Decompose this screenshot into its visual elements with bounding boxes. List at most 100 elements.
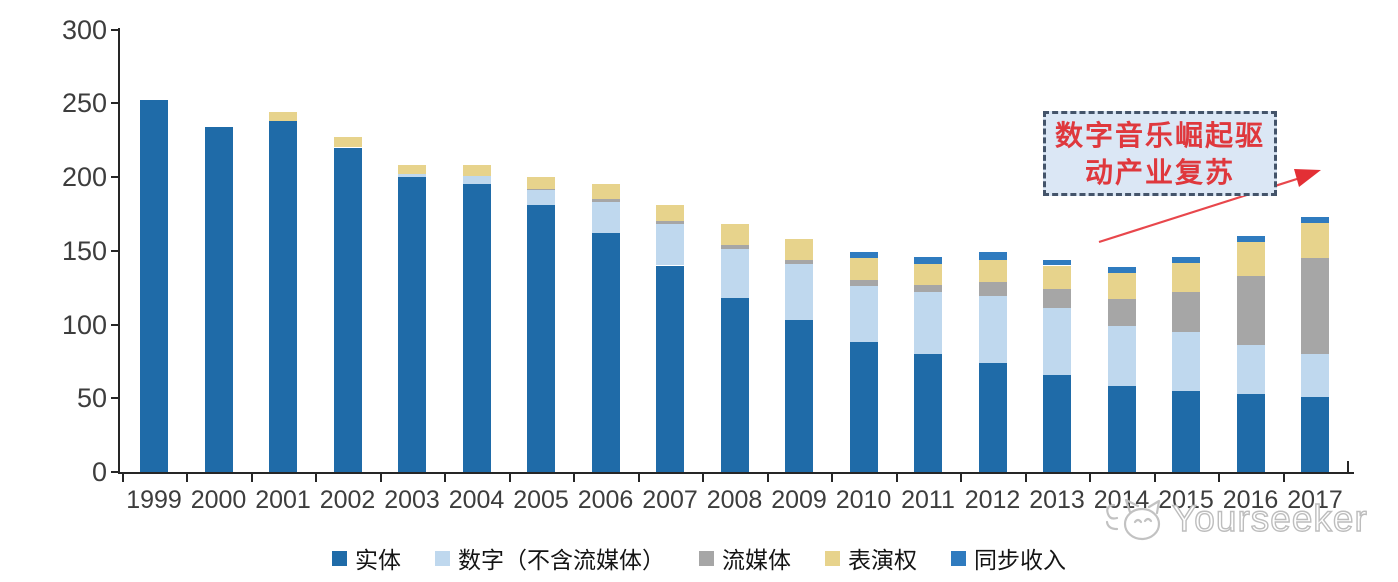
bar-segment	[1236, 241, 1265, 276]
x-tick	[702, 474, 705, 482]
bar-segment	[720, 244, 749, 250]
bar-segment	[527, 177, 555, 189]
bar-segment	[978, 281, 1007, 297]
bar-segment	[785, 238, 813, 260]
x-category-label: 2001	[255, 486, 311, 514]
bar-segment	[591, 184, 620, 200]
y-tick-label: 200	[61, 162, 107, 192]
legend-label: 数字（不含流媒体）	[458, 547, 665, 573]
bar-segment	[1301, 258, 1329, 354]
bar-segment	[333, 147, 362, 472]
legend-label: 实体	[355, 547, 401, 573]
bar-segment	[269, 112, 297, 121]
bar-segment	[1043, 259, 1071, 266]
bar-segment	[978, 362, 1007, 472]
legend-swatch-icon	[951, 550, 966, 566]
legend-swatch-icon	[699, 550, 714, 566]
bar-segment	[978, 259, 1007, 282]
x-tick	[637, 474, 640, 482]
bar-segment	[398, 177, 426, 472]
y-tick	[111, 471, 119, 473]
bar-segment	[1236, 275, 1265, 346]
bar-segment	[914, 292, 942, 354]
bar-segment	[462, 175, 491, 185]
bar-segment	[591, 233, 620, 472]
bar-segment	[1301, 354, 1329, 397]
x-tick	[315, 474, 318, 482]
x-category-label: 2009	[771, 486, 827, 514]
x-tick	[508, 474, 511, 482]
legend: 实体 数字（不含流媒体） 流媒体 表演权 同步收入	[0, 541, 1398, 575]
bar-segment	[1236, 393, 1265, 472]
bar-segment	[1172, 292, 1200, 332]
bar-segment	[914, 256, 942, 265]
y-tick-label: 250	[61, 88, 107, 119]
legend-item: 数字（不含流媒体）	[435, 541, 665, 575]
y-tick	[111, 102, 119, 105]
y-tick	[111, 323, 119, 326]
bar-segment	[978, 252, 1007, 260]
y-tick	[111, 28, 119, 31]
bar-segment	[462, 165, 491, 176]
bar-segment	[1043, 374, 1071, 472]
x-category-label: 2002	[319, 486, 376, 514]
x-category-label: 2015	[1158, 486, 1214, 514]
bar-segment	[1236, 236, 1265, 242]
cat-face-icon	[1105, 498, 1161, 541]
y-tick-label: 150	[61, 235, 107, 266]
bar-segment	[462, 184, 491, 472]
legend-item: 流媒体	[699, 541, 791, 575]
bar-segment	[720, 297, 749, 472]
bar-segment	[914, 284, 942, 293]
x-category-label: 2017	[1287, 486, 1343, 514]
y-tick-label: 50	[76, 383, 107, 414]
legend-label: 同步收入	[974, 547, 1066, 573]
bar-segment	[849, 258, 878, 281]
x-category-label: 2004	[448, 486, 505, 514]
bar-segment	[527, 205, 555, 472]
y-tick-label: 0	[91, 457, 107, 487]
x-category-label: 2016	[1222, 486, 1279, 514]
x-tick	[1218, 474, 1221, 482]
x-tick	[1024, 474, 1027, 482]
bar-segment	[656, 224, 684, 266]
bar-segment	[398, 165, 426, 175]
x-tick	[573, 474, 576, 482]
annotation-callout: 数字音乐崛起驱 动产业复苏	[1043, 111, 1277, 196]
x-category-label: 2003	[384, 486, 440, 514]
bar-segment	[527, 190, 555, 206]
x-tick	[831, 474, 834, 482]
x-axis	[117, 471, 1354, 474]
bar-segment	[591, 199, 620, 203]
bar-segment	[656, 205, 684, 222]
y-tick	[111, 176, 119, 178]
x-category-label: 2013	[1029, 486, 1085, 514]
bar-segment	[785, 320, 813, 472]
bar-segment	[849, 252, 878, 259]
watermark-text: Yourseeker	[1171, 497, 1368, 539]
x-category-label: 2010	[835, 486, 892, 514]
bar-segment	[914, 264, 942, 285]
bar-segment	[1301, 216, 1329, 223]
bar-segment	[527, 188, 555, 191]
bar-segment	[1107, 266, 1136, 273]
bar-segment	[1301, 222, 1329, 259]
x-tick	[1153, 474, 1156, 482]
x-category-label: 2007	[642, 486, 698, 514]
legend-swatch-icon	[825, 550, 840, 566]
bar-segment	[1107, 272, 1136, 300]
legend-swatch-icon	[332, 550, 347, 566]
x-tick	[960, 474, 963, 482]
x-tick	[186, 474, 189, 482]
bar-segment	[656, 221, 684, 225]
y-tick-label: 300	[61, 14, 107, 45]
x-tick	[895, 474, 898, 482]
legend-item: 实体	[332, 541, 401, 575]
bar-segment	[978, 296, 1007, 363]
bar-segment	[1301, 396, 1329, 472]
legend-item: 同步收入	[951, 541, 1066, 575]
legend-item: 表演权	[825, 541, 917, 575]
bar-segment	[1236, 345, 1265, 394]
bar-segment	[785, 264, 813, 321]
bar-segment	[849, 342, 878, 472]
